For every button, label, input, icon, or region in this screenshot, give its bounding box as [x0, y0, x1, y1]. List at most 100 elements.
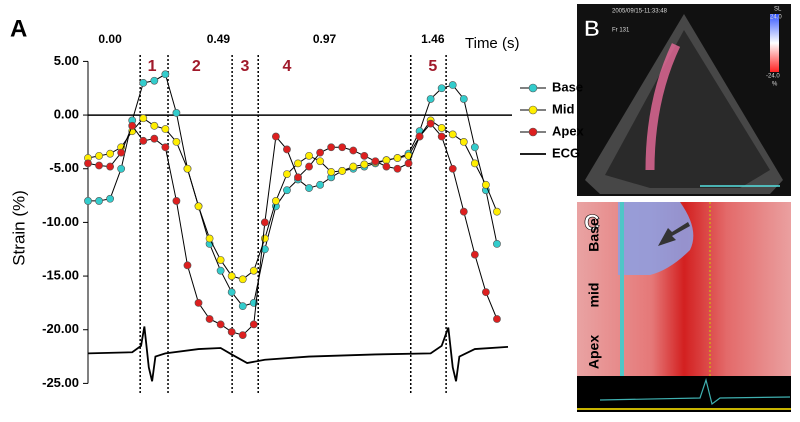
- data-point: [448, 81, 457, 89]
- data-point: [382, 156, 391, 165]
- data-point: [448, 164, 457, 173]
- phase-label: 1: [148, 58, 157, 75]
- x-tick-label: 0.00: [98, 32, 122, 46]
- data-point: [95, 197, 103, 205]
- phase-label: 3: [240, 58, 249, 75]
- data-point: [271, 197, 280, 205]
- data-point: [161, 125, 170, 133]
- data-point: [404, 159, 413, 168]
- data-point: [95, 151, 103, 160]
- data-point: [84, 197, 92, 205]
- strain-map: C Base mid Apex: [577, 202, 791, 412]
- data-point: [172, 197, 181, 205]
- data-point: [139, 78, 148, 87]
- legend-label: ECG: [552, 145, 580, 160]
- data-point: [448, 130, 457, 139]
- data-point: [283, 186, 291, 195]
- y-tick-label: -25.00: [42, 375, 79, 390]
- legend-marker: [528, 83, 538, 93]
- arrow: [658, 222, 690, 246]
- x-tick-label: 1.46: [421, 32, 445, 46]
- phase-label: 5: [428, 58, 437, 75]
- data-point: [437, 84, 446, 93]
- y-tick-label: -20.00: [42, 321, 79, 336]
- data-point: [271, 132, 280, 141]
- data-point: [426, 119, 435, 128]
- ecg-trace: [599, 377, 791, 406]
- data-point: [305, 184, 313, 192]
- row-label: Base: [586, 218, 602, 252]
- data-point: [183, 261, 192, 270]
- y-tick-label: 5.00: [54, 53, 79, 68]
- data-point: [459, 95, 468, 103]
- data-point: [470, 159, 479, 168]
- data-point: [238, 331, 247, 339]
- data-point: [128, 121, 137, 130]
- x-axis-label: Time (s): [465, 35, 519, 52]
- legend-marker: [528, 105, 538, 115]
- y-tick-label: -15.00: [42, 268, 79, 283]
- data-point: [493, 239, 501, 248]
- data-point: [283, 170, 291, 178]
- panel-letter: C: [584, 210, 600, 235]
- data-point: [139, 136, 148, 145]
- data-point: [161, 143, 170, 152]
- y-tick-label: -5.00: [49, 160, 79, 175]
- data-point: [205, 315, 214, 323]
- data-point: [227, 327, 236, 336]
- data-point: [393, 154, 402, 162]
- data-point: [150, 76, 159, 85]
- data-point: [216, 266, 225, 275]
- data-point: [316, 180, 325, 189]
- data-point: [327, 143, 336, 152]
- data-point: [249, 266, 258, 275]
- data-point: [227, 272, 236, 280]
- data-point: [294, 159, 302, 168]
- legend-label: Apex: [552, 123, 585, 138]
- data-point: [238, 275, 247, 284]
- data-point: [437, 132, 446, 141]
- scale-unit: %: [772, 82, 778, 88]
- data-point: [249, 320, 258, 329]
- data-point: [150, 121, 159, 130]
- data-point: [338, 166, 347, 175]
- data-point: [294, 173, 302, 182]
- color-scale: [770, 14, 779, 72]
- data-point: [139, 114, 148, 123]
- mode: SL: [774, 7, 782, 13]
- y-axis-label: Strain (%): [9, 190, 28, 266]
- row-label: Apex: [586, 335, 602, 369]
- data-point: [459, 137, 468, 146]
- data-point: [338, 143, 347, 152]
- data-point: [415, 132, 424, 141]
- scale-bottom: -24.0: [766, 74, 780, 80]
- data-point: [84, 159, 92, 168]
- data-point: [238, 302, 247, 311]
- series-line: [87, 122, 498, 336]
- data-point: [216, 256, 225, 264]
- data-point: [216, 320, 225, 329]
- timestamp: 2005/09/15-11:33:48: [612, 9, 668, 15]
- x-tick-label: 0.49: [207, 32, 231, 46]
- data-point: [426, 95, 435, 103]
- phase-label: 4: [282, 58, 291, 75]
- data-point: [172, 109, 181, 117]
- ecg-strip: [577, 376, 791, 412]
- data-point: [470, 250, 479, 259]
- data-point: [481, 288, 490, 297]
- data-point: [161, 70, 170, 79]
- data-point: [194, 298, 203, 307]
- data-point: [316, 148, 325, 157]
- scale-top: 24.0: [770, 15, 782, 21]
- panel-letter: B: [584, 16, 600, 41]
- x-tick-label: 0.97: [313, 32, 337, 46]
- data-point: [360, 160, 369, 169]
- data-point: [305, 151, 313, 160]
- legend-label: Base: [552, 79, 583, 94]
- data-point: [360, 151, 369, 160]
- data-point: [382, 162, 391, 171]
- data-point: [194, 202, 203, 211]
- data-point: [106, 162, 115, 171]
- data-point: [481, 180, 490, 189]
